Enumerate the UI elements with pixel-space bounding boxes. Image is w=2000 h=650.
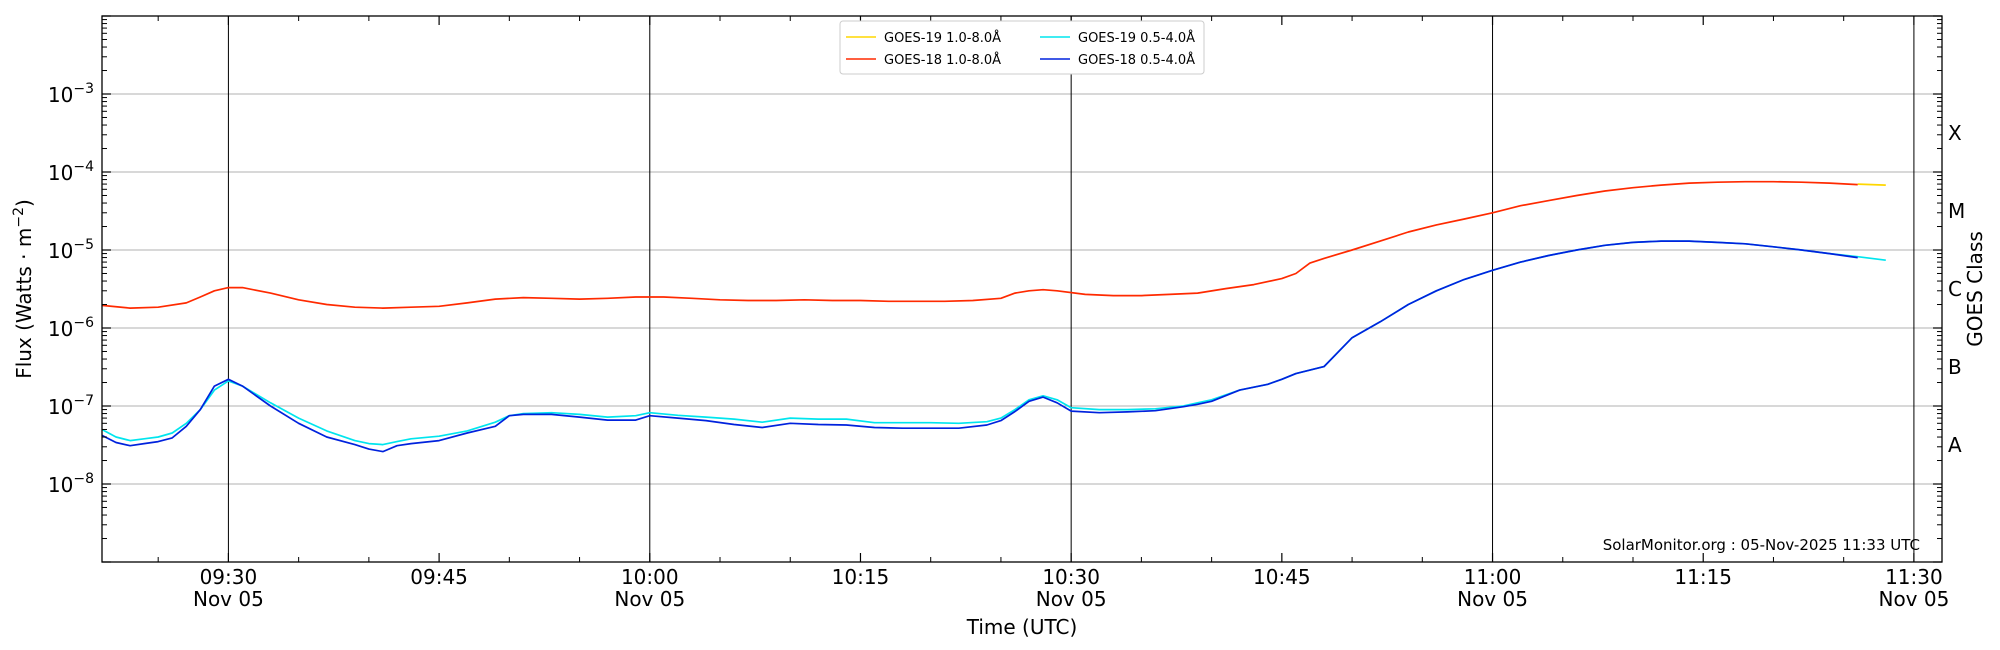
y-axis-title-close: ) — [12, 199, 36, 207]
goes-class-label: C — [1948, 277, 1962, 301]
x-tick-date-label: Nov 05 — [614, 587, 685, 611]
series-line — [101, 180, 1858, 309]
y-tick-label: 10−6 — [48, 315, 94, 341]
plot-frame — [101, 15, 1943, 563]
y-tick-label: 10−3 — [48, 81, 94, 107]
credit-text: SolarMonitor.org : 05-Nov-2025 11:33 UTC — [1603, 536, 1920, 554]
y-tick-exponent: −3 — [73, 81, 94, 97]
series-lines — [101, 180, 1886, 453]
x-tick-label: 10:45 — [1253, 565, 1311, 589]
x-tick-date-label: Nov 05 — [1457, 587, 1528, 611]
y-tick-exponent: −6 — [73, 315, 94, 331]
y-tick-label: 10−5 — [48, 237, 94, 263]
x-tick-date-label: Nov 05 — [193, 587, 264, 611]
x-tick-date-label: Nov 05 — [1878, 587, 1949, 611]
y-axis-title-exponent: −2 — [11, 207, 27, 228]
x-tick-label: 11:30 — [1885, 565, 1943, 589]
goes-class-label: B — [1948, 355, 1962, 379]
series-line — [101, 240, 1886, 446]
goes-class-label: X — [1948, 121, 1962, 145]
x-tick-label: 10:15 — [832, 565, 890, 589]
y-tick-base: 10 — [48, 83, 73, 107]
x-tick-date-label: Nov 05 — [1036, 587, 1107, 611]
series-line — [1857, 183, 1886, 186]
y-tick-exponent: −4 — [73, 159, 94, 175]
y-tick-base: 10 — [48, 239, 73, 263]
y-tick-base: 10 — [48, 395, 73, 419]
legend-label: GOES-18 1.0-8.0Å — [884, 52, 1001, 68]
y-tick-exponent: −8 — [73, 471, 94, 487]
x-tick-label: 11:15 — [1674, 565, 1732, 589]
legend-box — [839, 20, 1205, 75]
y-tick-base: 10 — [48, 161, 73, 185]
y-tick-label: 10−8 — [48, 471, 94, 497]
legend-label: GOES-19 0.5-4.0Å — [1078, 30, 1195, 46]
x-axis-title: Time (UTC) — [966, 615, 1078, 639]
series-line — [101, 240, 1858, 453]
y-tick-label: 10−7 — [48, 393, 94, 419]
y-tick-label: 10−4 — [48, 159, 94, 185]
day-time-markers — [227, 16, 1915, 562]
right-axis-title: GOES Class — [1963, 231, 1987, 347]
y-tick-labels: 10−810−710−610−510−410−3 — [48, 81, 94, 497]
y-axis-title: Flux (Watts · m−2) — [11, 199, 36, 379]
legend: GOES-19 1.0-8.0Å GOES-19 0.5-4.0Å GOES-18 … — [839, 20, 1205, 75]
x-tick-label: 11:00 — [1464, 565, 1522, 589]
y-tick-base: 10 — [48, 317, 73, 341]
x-tick-label: 09:45 — [410, 565, 468, 589]
grid-lines — [102, 93, 1942, 485]
goes-class-label: A — [1948, 433, 1962, 457]
x-tick-label: 09:30 — [200, 565, 258, 589]
y-tick-base: 10 — [48, 473, 73, 497]
goes-class-labels: A B C M X — [1948, 121, 1965, 457]
x-tick-label: 10:30 — [1042, 565, 1100, 589]
y-axis-title-main: Flux (Watts · m — [12, 228, 36, 379]
axis-ticks — [102, 15, 1942, 563]
y-tick-exponent: −5 — [73, 237, 94, 253]
legend-label: GOES-18 0.5-4.0Å — [1078, 52, 1195, 68]
x-tick-label: 10:00 — [621, 565, 679, 589]
legend-label: GOES-19 1.0-8.0Å — [884, 30, 1001, 46]
y-tick-exponent: −7 — [73, 393, 94, 409]
goes-class-label: M — [1948, 199, 1965, 223]
